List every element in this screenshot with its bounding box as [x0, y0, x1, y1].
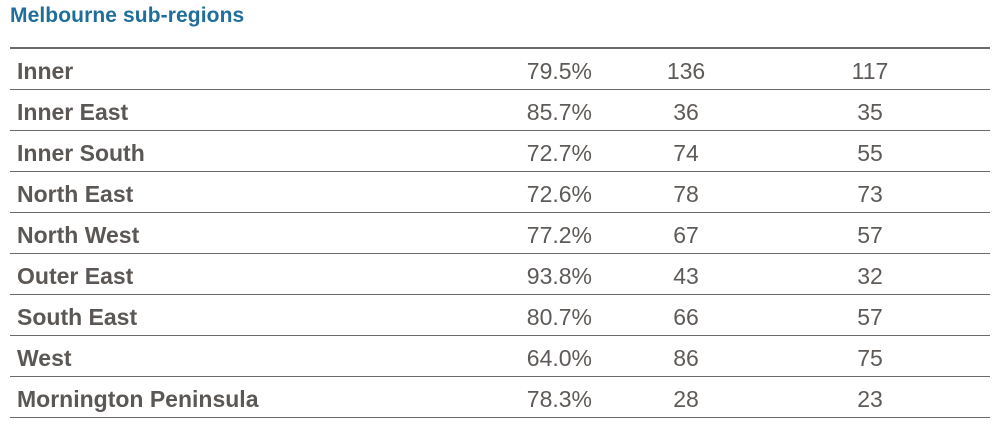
- table-row: Mornington Peninsula 78.3% 28 23: [10, 377, 990, 418]
- count-value-1: 36: [673, 99, 699, 125]
- count-value-2: 32: [857, 263, 883, 289]
- region-name: North West: [17, 222, 140, 248]
- count-value-2: 117: [851, 58, 889, 84]
- region-name: Inner: [17, 58, 74, 84]
- count-value-1: 74: [673, 140, 699, 166]
- region-name: Inner South: [17, 140, 145, 166]
- percentage-value: 80.7%: [526, 304, 592, 330]
- table-row: Outer East 93.8% 43 32: [10, 254, 990, 295]
- region-name: Inner East: [17, 99, 129, 125]
- count-value-2: 57: [857, 304, 883, 330]
- table-row: West 64.0% 86 75: [10, 336, 990, 377]
- count-value-1: 86: [673, 345, 699, 371]
- percentage-value: 78.3%: [526, 386, 592, 412]
- region-name: Outer East: [17, 263, 134, 289]
- percentage-value: 72.6%: [526, 181, 592, 207]
- count-value-1: 28: [673, 386, 699, 412]
- count-value-1: 78: [673, 181, 699, 207]
- data-table: Inner 79.5% 136 117 Inner East 85.7% 36 …: [10, 47, 990, 418]
- count-value-1: 43: [673, 263, 699, 289]
- count-value-2: 57: [857, 222, 883, 248]
- count-value-1: 136: [666, 58, 706, 84]
- table-row: South East 80.7% 66 57: [10, 295, 990, 336]
- page-title: Melbourne sub-regions: [10, 4, 245, 27]
- percentage-value: 72.7%: [526, 140, 592, 166]
- percentage-value: 77.2%: [526, 222, 592, 248]
- percentage-value: 64.0%: [526, 345, 592, 371]
- table-row: Inner East 85.7% 36 35: [10, 90, 990, 131]
- region-name: West: [17, 345, 72, 371]
- count-value-1: 66: [673, 304, 699, 330]
- table-row: North East 72.6% 78 73: [10, 172, 990, 213]
- count-value-2: 55: [857, 140, 883, 166]
- percentage-value: 93.8%: [526, 263, 592, 289]
- table-row: Inner South 72.7% 74 55: [10, 131, 990, 172]
- percentage-value: 85.7%: [526, 99, 592, 125]
- region-name: South East: [17, 304, 138, 330]
- count-value-1: 67: [673, 222, 699, 248]
- table-row: North West 77.2% 67 57: [10, 213, 990, 254]
- region-name: Mornington Peninsula: [17, 386, 259, 412]
- count-value-2: 73: [857, 181, 883, 207]
- region-name: North East: [17, 181, 134, 207]
- table-row: Inner 79.5% 136 117: [10, 49, 990, 90]
- count-value-2: 35: [857, 99, 883, 125]
- count-value-2: 75: [857, 345, 883, 371]
- percentage-value: 79.5%: [526, 58, 592, 84]
- count-value-2: 23: [857, 386, 883, 412]
